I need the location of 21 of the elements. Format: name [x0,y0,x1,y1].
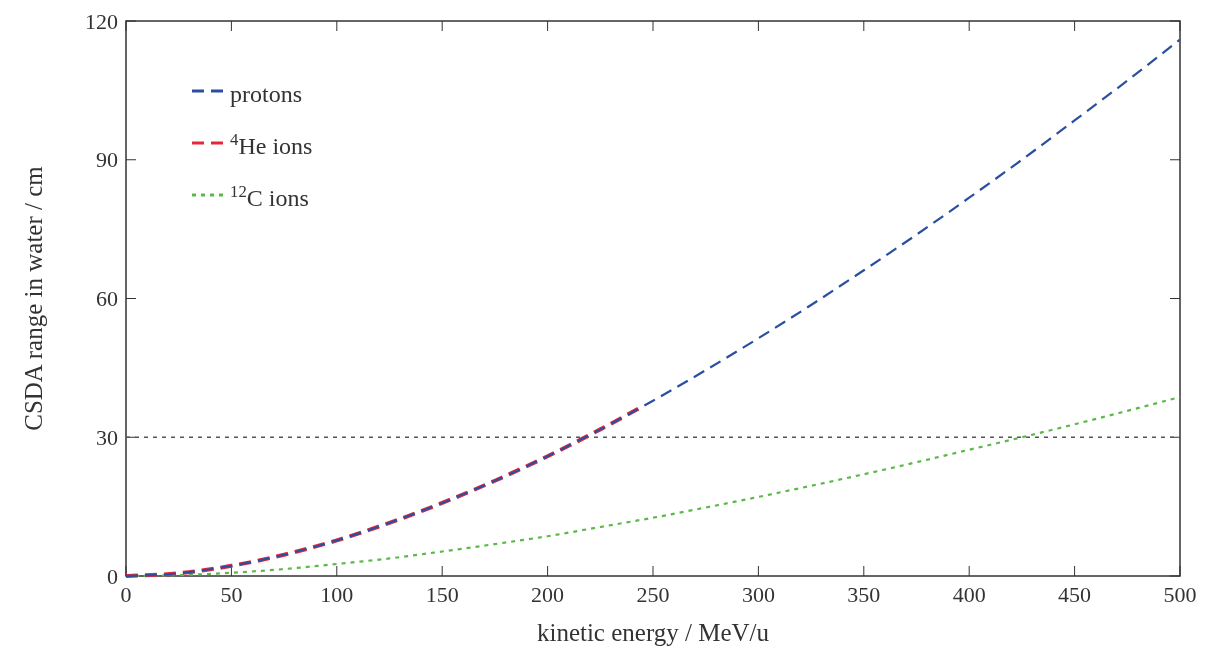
legend-label: $^{12}$C ions [230,181,309,211]
x-tick-label: 100 [320,582,354,607]
x-axis-title: kinetic energy / MeV/u [536,619,770,646]
x-tick-label: 300 [741,582,775,607]
y-tick-label: 120 [85,8,118,34]
x-tick-label: 50 [220,582,243,607]
y-tick-label: 60 [96,286,118,312]
x-tick-label: 500 [1163,582,1197,607]
y-axis-title: CSDA range in water / cm [20,165,47,431]
legend-label: protons [230,80,302,107]
y-tick-label: 0 [107,563,118,589]
line-series [124,38,1182,578]
x-tick-label: 250 [636,582,670,607]
y-tick-label: 90 [96,147,118,173]
legend-label: $^{4}$He ions [230,129,313,159]
x-tick-label: 450 [1058,582,1092,607]
y-tick-label: 30 [96,424,118,450]
x-tick-label: 150 [425,582,459,607]
x-tick-label: 200 [531,582,565,607]
x-tick-label: 350 [847,582,881,607]
x-tick-label: 400 [952,582,986,607]
